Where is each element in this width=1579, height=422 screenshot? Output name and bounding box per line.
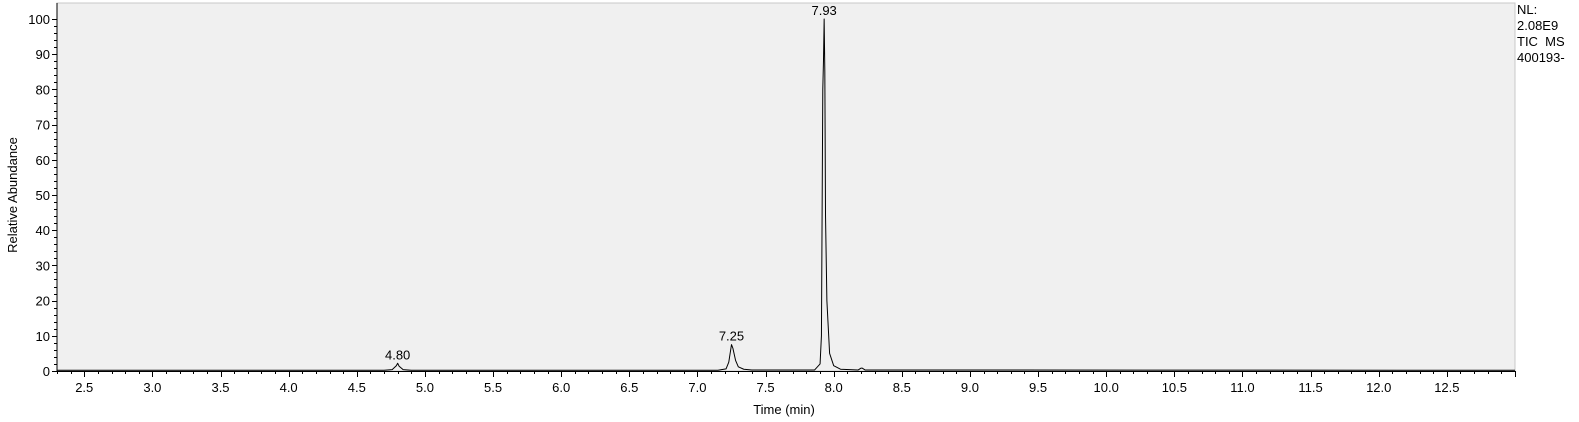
x-tick-label: 6.0 xyxy=(552,380,570,395)
y-tick-label: 30 xyxy=(36,258,50,273)
x-tick-label: 3.0 xyxy=(143,380,161,395)
x-tick-label: 11.0 xyxy=(1230,380,1254,395)
peak-labels: 4.80 7.25 7.93 xyxy=(385,3,837,362)
x-tick-label: 7.5 xyxy=(757,380,775,395)
x-tick-label: 7.0 xyxy=(688,380,706,395)
info-panel: NL: 2.08E9 TIC MS 400193- xyxy=(1517,2,1565,66)
y-tick-label: 40 xyxy=(36,223,50,238)
x-tick-label: 2.5 xyxy=(75,380,93,395)
file-name: 400193- xyxy=(1517,50,1565,65)
y-tick-label: 20 xyxy=(36,294,50,309)
chromatogram-trace xyxy=(57,18,1516,371)
x-tick-label: 4.5 xyxy=(348,380,366,395)
series-group xyxy=(57,18,1516,371)
x-tick-label: 12.0 xyxy=(1366,380,1391,395)
x-tick-label: 10.0 xyxy=(1094,380,1119,395)
x-tick-label: 4.0 xyxy=(280,380,298,395)
y-tick-label: 50 xyxy=(36,188,50,203)
y-tick-label: 70 xyxy=(36,118,50,133)
x-tick-label: 11.5 xyxy=(1298,380,1322,395)
y-tick-label: 100 xyxy=(28,12,50,27)
x-tick-label: 5.0 xyxy=(416,380,434,395)
x-tick-label: 3.5 xyxy=(211,380,229,395)
y-tick-label: 80 xyxy=(36,82,50,97)
x-tick-label: 9.5 xyxy=(1029,380,1047,395)
x-tick-label: 8.0 xyxy=(825,380,843,395)
nl-value: 2.08E9 xyxy=(1517,18,1559,33)
peak-label: 7.25 xyxy=(719,329,744,344)
y-tick-label: 60 xyxy=(36,153,50,168)
y-axis: 0 10 20 30 40 50 60 70 80 90 100 xyxy=(28,3,58,379)
y-axis-title: Relative Abundance xyxy=(5,137,20,253)
y-tick-label: 10 xyxy=(36,329,50,344)
plot-area xyxy=(56,2,1516,372)
peak-label: 4.80 xyxy=(385,347,410,362)
scan-type: TIC MS xyxy=(1517,34,1565,49)
x-tick-label: 9.0 xyxy=(961,380,979,395)
x-tick-label: 6.5 xyxy=(620,380,638,395)
x-tick-label: 8.5 xyxy=(893,380,911,395)
peak-label: 7.93 xyxy=(811,3,836,18)
nl-label: NL: xyxy=(1517,2,1538,17)
x-tick-label: 12.5 xyxy=(1434,380,1459,395)
x-axis-title: Time (min) xyxy=(753,402,815,417)
x-tick-label: 5.5 xyxy=(484,380,502,395)
y-tick-label: 90 xyxy=(36,47,50,62)
y-tick-label: 0 xyxy=(43,364,50,379)
x-axis: 2.5 3.0 3.5 4.0 4.5 5.0 5.5 6.0 6.5 7.0 7.5 8.0 8.5 9… xyxy=(57,371,1516,395)
x-tick-label: 10.5 xyxy=(1162,380,1187,395)
